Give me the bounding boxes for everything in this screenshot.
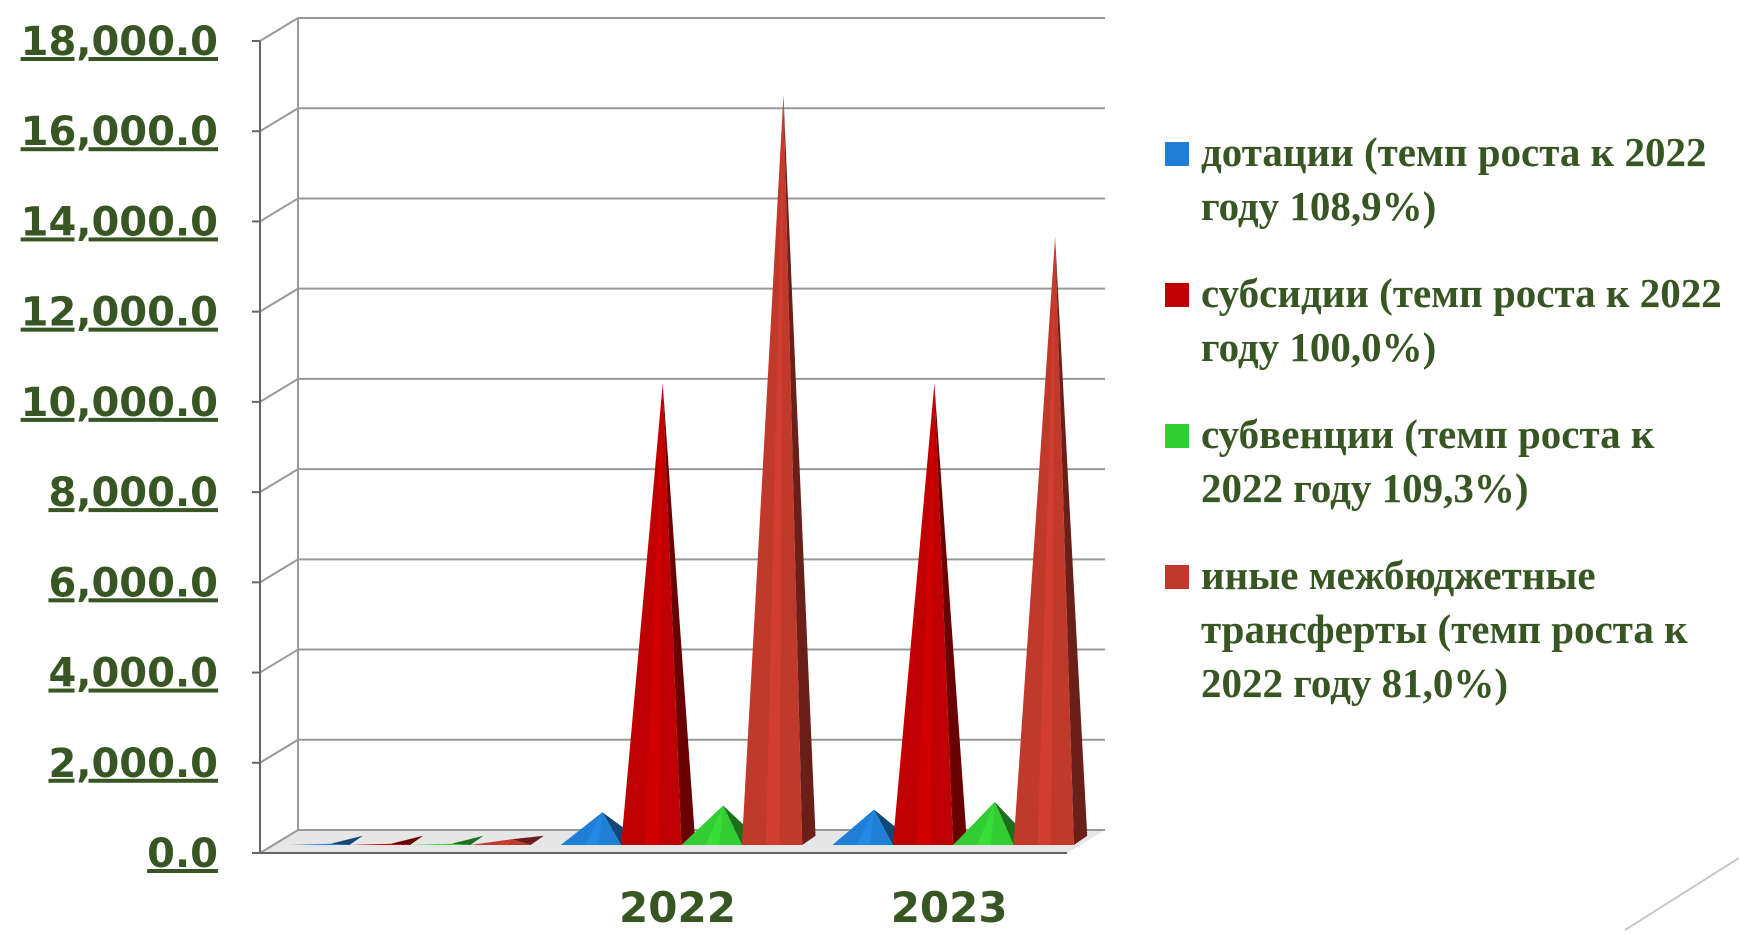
y-tick-label: 0.0 bbox=[147, 831, 218, 877]
gridline bbox=[259, 377, 1105, 403]
x-axis-ticks: 2022 2023 bbox=[619, 883, 1008, 932]
legend-swatch bbox=[1165, 283, 1189, 307]
legend-label: дотации (темп роста к 2022 году 108,9%) bbox=[1201, 129, 1707, 229]
axes bbox=[252, 18, 1067, 854]
legend-item: субсидии (темп роста к 2022 году 100,0%) bbox=[1165, 266, 1735, 374]
x-tick-label: 2023 bbox=[891, 883, 1008, 932]
legend-label: иные межбюджетные трансферты (темп роста… bbox=[1201, 552, 1688, 706]
y-tick-label: 2,000.0 bbox=[48, 741, 218, 787]
y-tick-label: 18,000.0 bbox=[21, 19, 218, 65]
gridline bbox=[259, 197, 1105, 223]
y-tick-label: 16,000.0 bbox=[21, 109, 218, 155]
legend: дотации (темп роста к 2022 году 108,9%) с… bbox=[1165, 125, 1735, 743]
legend-label: субсидии (темп роста к 2022 году 100,0%) bbox=[1201, 270, 1722, 370]
y-tick-label: 12,000.0 bbox=[21, 290, 218, 336]
pyramid-bar bbox=[892, 383, 967, 845]
legend-item: субвенции (темп роста к 2022 году 109,3%… bbox=[1165, 407, 1735, 515]
pyramid-bar bbox=[621, 383, 695, 845]
gridline bbox=[259, 468, 1105, 493]
gridline bbox=[259, 648, 1105, 674]
y-tick-label: 6,000.0 bbox=[48, 560, 218, 606]
legend-swatch bbox=[1165, 565, 1189, 589]
y-tick-label: 14,000.0 bbox=[21, 199, 218, 245]
gridline bbox=[259, 287, 1105, 313]
gridline bbox=[259, 17, 1105, 42]
bars bbox=[289, 94, 1088, 846]
gridline bbox=[259, 107, 1105, 133]
decoration bbox=[1624, 857, 1739, 931]
legend-swatch bbox=[1165, 142, 1189, 166]
pyramid-bar bbox=[409, 835, 484, 845]
legend-item: иные межбюджетные трансферты (темп роста… bbox=[1165, 548, 1735, 710]
y-tick-label: 4,000.0 bbox=[48, 651, 218, 697]
gridline bbox=[259, 738, 1105, 764]
y-tick-label: 8,000.0 bbox=[48, 470, 218, 516]
y-axis-ticks: 0.0 2,000.0 4,000.0 6,000.0 8,000.0 10,000.0 1… bbox=[21, 19, 218, 877]
pyramid-bar bbox=[470, 835, 544, 845]
pyramid-bar bbox=[1013, 237, 1088, 846]
legend-swatch bbox=[1165, 424, 1189, 448]
legend-item: дотации (темп роста к 2022 году 108,9%) bbox=[1165, 125, 1735, 233]
gridline bbox=[259, 558, 1105, 584]
legend-label: субвенции (темп роста к 2022 году 109,3%… bbox=[1201, 411, 1655, 511]
pyramid-bar bbox=[289, 835, 363, 845]
y-tick-label: 10,000.0 bbox=[21, 380, 218, 426]
x-tick-label: 2022 bbox=[619, 883, 736, 932]
pyramid-bar bbox=[349, 835, 424, 845]
pyramid-bar bbox=[741, 94, 816, 845]
